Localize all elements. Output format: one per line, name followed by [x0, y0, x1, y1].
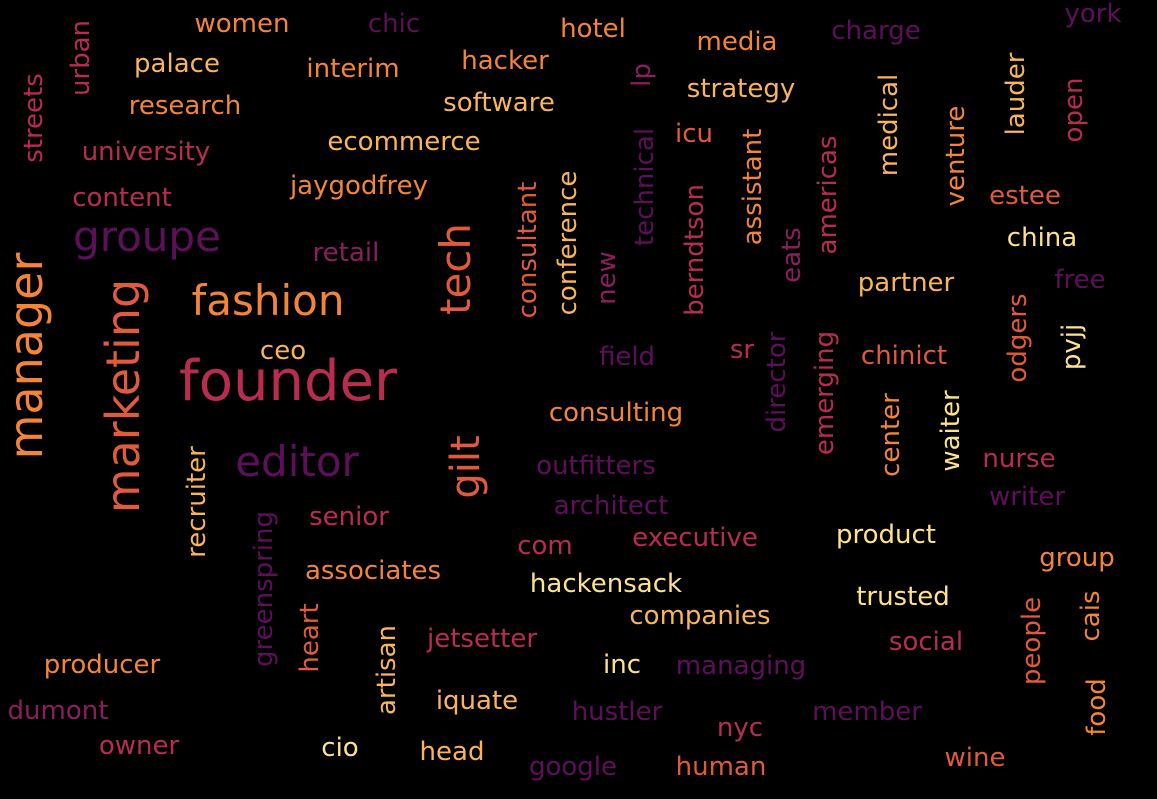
word-senior: senior — [309, 502, 389, 532]
word-group: group — [1039, 543, 1115, 573]
word-center: center — [876, 393, 906, 477]
word-architect: architect — [553, 491, 669, 521]
word-founder: founder — [179, 349, 397, 414]
word-com: com — [517, 531, 573, 561]
word-retail: retail — [312, 238, 380, 268]
word-medical: medical — [874, 73, 904, 177]
word-dumont: dumont — [7, 696, 109, 726]
word-executive: executive — [632, 523, 758, 553]
word-field: field — [598, 342, 656, 372]
word-consultant: consultant — [513, 181, 543, 319]
word-product: product — [835, 520, 937, 550]
word-lp: lp — [627, 63, 657, 87]
word-new: new — [592, 251, 622, 305]
word-york: york — [1064, 0, 1122, 29]
word-recruiter: recruiter — [182, 446, 212, 558]
word-odgers: odgers — [1003, 293, 1033, 383]
word-trusted: trusted — [856, 582, 950, 612]
word-people: people — [1017, 596, 1047, 686]
word-interim: interim — [306, 54, 400, 84]
word-assistant: assistant — [738, 128, 768, 246]
word-berndtson: berndtson — [680, 184, 710, 316]
word-heart: heart — [295, 603, 325, 673]
word-software: software — [443, 88, 555, 118]
word-ceo: ceo — [259, 336, 307, 366]
word-nyc: nyc — [716, 713, 764, 743]
word-producer: producer — [43, 650, 161, 680]
word-cais: cais — [1076, 590, 1106, 642]
word-jetsetter: jetsetter — [426, 624, 538, 654]
word-chic: chic — [367, 9, 421, 39]
word-jaygodfrey: jaygodfrey — [289, 171, 429, 201]
word-media: media — [696, 27, 778, 57]
word-outfitters: outfitters — [536, 451, 656, 481]
word-research: research — [128, 91, 242, 121]
word-owner: owner — [98, 731, 180, 761]
word-university: university — [81, 137, 211, 167]
word-palace: palace — [134, 49, 220, 79]
word-partner: partner — [857, 268, 955, 298]
word-director: director — [762, 331, 792, 433]
word-women: women — [194, 9, 290, 39]
word-hotel: hotel — [560, 14, 626, 44]
word-eats: eats — [777, 227, 807, 283]
word-artisan: artisan — [372, 625, 402, 715]
word-inc: inc — [603, 650, 641, 680]
word-nurse: nurse — [982, 444, 1056, 474]
word-member: member — [812, 697, 922, 727]
word-associates: associates — [304, 556, 442, 586]
word-head: head — [419, 737, 485, 767]
word-venture: venture — [941, 105, 971, 207]
word-groupe: groupe — [73, 212, 221, 261]
word-open: open — [1059, 77, 1089, 143]
word-chinict: chinict — [860, 341, 948, 371]
word-fashion: fashion — [191, 276, 345, 325]
word-wine: wine — [944, 743, 1006, 773]
word-lauder: lauder — [1001, 52, 1031, 136]
word-conference: conference — [553, 170, 583, 316]
word-greenspring: greenspring — [249, 510, 279, 668]
word-manager: manager — [0, 252, 53, 460]
word-pvjj: pvjj — [1057, 323, 1087, 371]
word-content: content — [72, 183, 172, 213]
word-streets: streets — [19, 73, 49, 163]
word-google: google — [528, 752, 618, 782]
word-china: china — [1006, 223, 1078, 253]
word-urban: urban — [66, 19, 96, 97]
word-americas: americas — [813, 135, 843, 255]
word-sr: sr — [729, 335, 755, 365]
word-editor: editor — [235, 437, 359, 486]
word-companies: companies — [629, 601, 771, 631]
word-gilt: gilt — [443, 435, 489, 499]
word-tech: tech — [431, 222, 480, 316]
word-cio: cio — [321, 733, 359, 763]
word-free: free — [1054, 265, 1106, 295]
word-marketing: marketing — [96, 278, 150, 514]
word-waiter: waiter — [936, 390, 966, 472]
word-strategy: strategy — [686, 74, 796, 104]
word-technical: technical — [630, 127, 660, 247]
word-managing: managing — [675, 651, 807, 681]
word-charge: charge — [831, 16, 921, 46]
word-food: food — [1082, 678, 1112, 736]
word-writer: writer — [988, 482, 1066, 512]
word-hustler: hustler — [571, 697, 663, 727]
word-hackensack: hackensack — [529, 569, 683, 599]
word-social: social — [888, 627, 964, 657]
word-human: human — [675, 752, 767, 782]
word-consulting: consulting — [548, 398, 684, 428]
word-icu: icu — [675, 119, 713, 149]
word-emerging: emerging — [810, 330, 840, 456]
word-ecommerce: ecommerce — [327, 127, 481, 157]
word-estee: estee — [989, 181, 1061, 211]
word-iquate: iquate — [435, 686, 519, 716]
word-hacker: hacker — [461, 46, 549, 76]
